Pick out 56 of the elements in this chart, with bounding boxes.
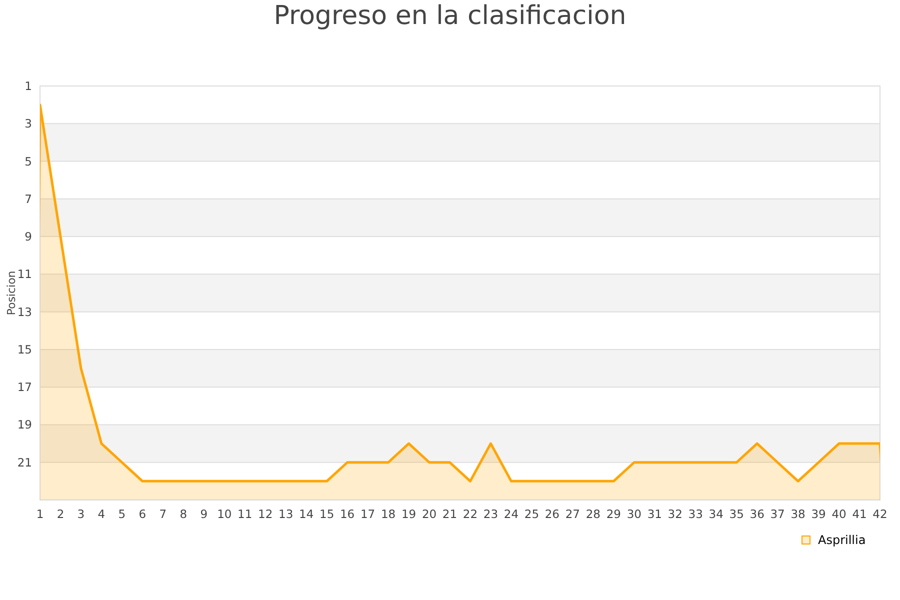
x-tick-label: 33 xyxy=(688,507,703,521)
x-tick-label: 11 xyxy=(238,507,252,521)
x-tick-label: 2 xyxy=(56,507,64,521)
x-tick-label: 14 xyxy=(299,507,314,521)
x-tick-label: 15 xyxy=(320,507,334,521)
x-tick-label: 22 xyxy=(462,507,478,521)
y-tick-label: 13 xyxy=(17,304,32,319)
x-tick-label: 30 xyxy=(626,507,642,521)
x-tick-label: 28 xyxy=(586,507,600,521)
y-tick-label: 15 xyxy=(17,342,32,356)
x-tick-label: 18 xyxy=(380,507,396,521)
x-tick-label: 20 xyxy=(422,507,437,521)
x-tick-label: 4 xyxy=(98,507,106,521)
y-tick-label: 17 xyxy=(17,380,32,394)
chart-title: Progreso en la clasificacion xyxy=(274,1,626,31)
x-tick-label: 42 xyxy=(872,507,888,521)
x-tick-label: 19 xyxy=(401,507,416,521)
y-axis-title: Posicion xyxy=(5,270,18,316)
y-tick-label: 19 xyxy=(17,418,32,432)
x-tick-label: 31 xyxy=(647,507,662,521)
x-tick-label: 40 xyxy=(832,507,846,521)
x-tick-label: 16 xyxy=(340,507,355,521)
x-tick-label: 17 xyxy=(360,507,376,521)
x-tick-label: 24 xyxy=(504,507,519,521)
x-tick-label: 21 xyxy=(442,507,458,521)
x-tick-label: 23 xyxy=(483,507,498,521)
x-tick-label: 32 xyxy=(668,507,682,521)
y-tick-label: 1 xyxy=(24,79,32,93)
x-tick-label: 35 xyxy=(729,507,744,521)
x-tick-label: 3 xyxy=(77,507,85,521)
legend-label: Asprillia xyxy=(818,533,866,547)
x-tick-label: 13 xyxy=(278,507,294,521)
x-tick-label: 37 xyxy=(770,507,785,521)
x-tick-label: 5 xyxy=(118,507,126,521)
y-tick-label: 5 xyxy=(24,154,32,168)
x-tick-label: 12 xyxy=(258,507,273,521)
x-tick-label: 38 xyxy=(790,507,806,521)
y-tick-label: 7 xyxy=(24,192,32,206)
x-tick-label: 1 xyxy=(36,507,44,521)
x-tick-label: 7 xyxy=(159,507,167,521)
x-tick-label: 39 xyxy=(811,507,826,521)
x-tick-label: 26 xyxy=(544,507,560,521)
x-tick-label: 27 xyxy=(565,507,580,521)
y-tick-label: 21 xyxy=(17,455,32,470)
x-tick-label: 29 xyxy=(606,507,621,521)
x-tick-label: 8 xyxy=(180,507,188,521)
y-tick-label: 3 xyxy=(24,116,32,131)
x-tick-label: 34 xyxy=(708,507,724,521)
x-tick-label: 10 xyxy=(217,507,232,521)
x-tick-label: 9 xyxy=(200,507,208,521)
x-tick-label: 36 xyxy=(750,507,764,521)
x-tick-label: 6 xyxy=(138,507,146,521)
x-tick-label: 25 xyxy=(524,507,540,521)
x-tick-label: 41 xyxy=(852,507,867,521)
y-tick-label: 11 xyxy=(17,267,32,282)
y-tick-label: 9 xyxy=(24,230,32,244)
